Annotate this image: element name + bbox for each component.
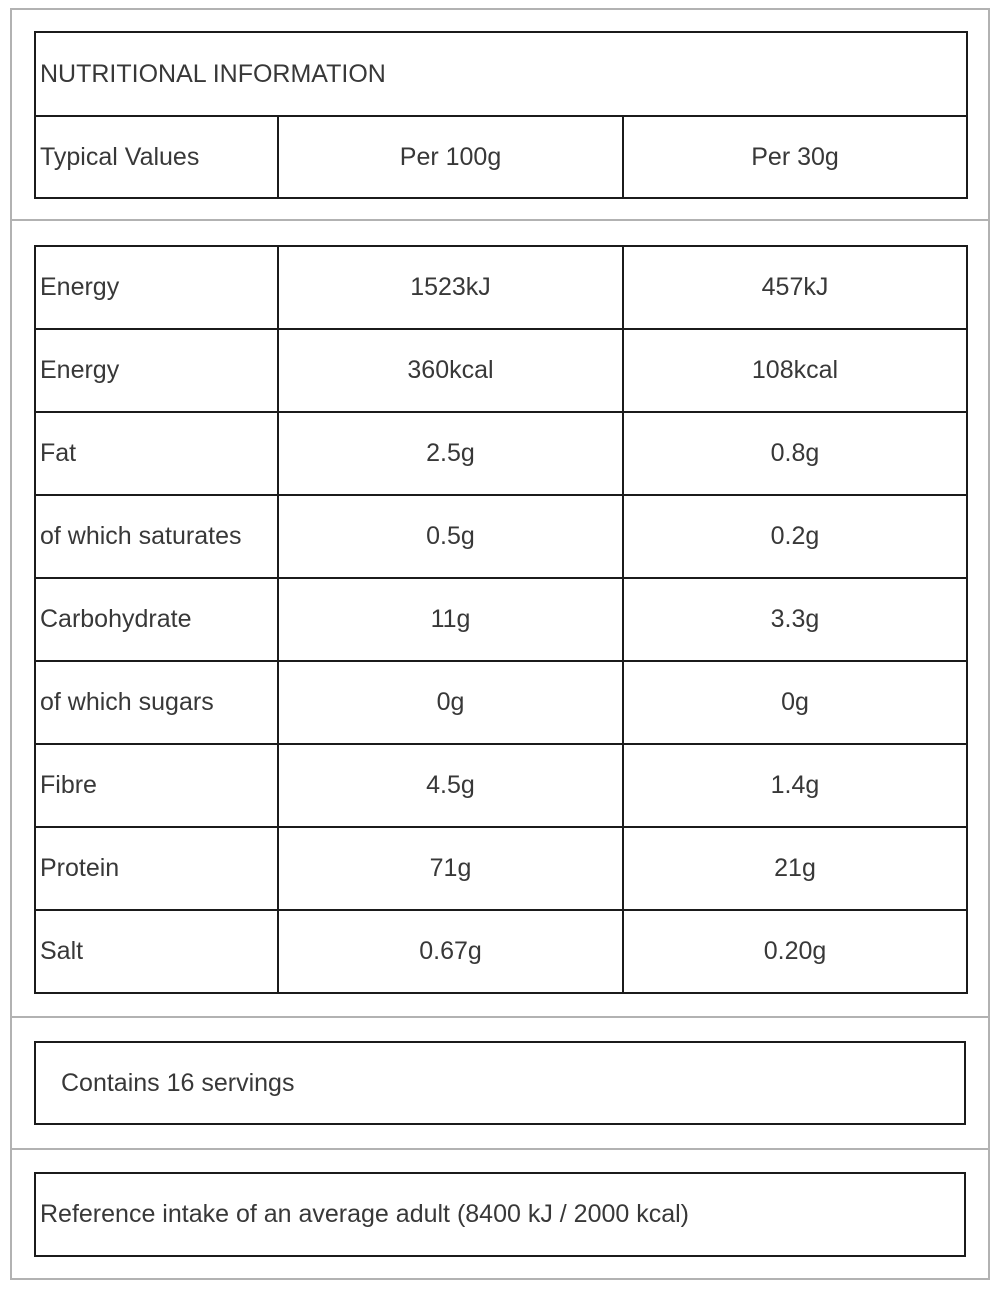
per-30g-value-cell: 0g xyxy=(622,660,968,745)
per-100g-value-cell: 4.5g xyxy=(277,743,624,828)
section-header: NUTRITIONAL INFORMATION Typical Values P… xyxy=(12,10,988,221)
table-row: Fat 2.5g 0.8g xyxy=(34,411,968,496)
per-30g-value-cell: 3.3g xyxy=(622,577,968,662)
table-row: Energy 1523kJ 457kJ xyxy=(34,245,968,330)
nutrient-label-cell: Salt xyxy=(34,909,279,994)
per-30g-value-cell: 108kcal xyxy=(622,328,968,413)
per-100g-value-cell: 11g xyxy=(277,577,624,662)
per-100g-value-cell: 1523kJ xyxy=(277,245,624,330)
nutrition-label-frame: NUTRITIONAL INFORMATION Typical Values P… xyxy=(10,8,990,1280)
per-30g-value-cell: 1.4g xyxy=(622,743,968,828)
nutrient-label-cell: Fibre xyxy=(34,743,279,828)
column-header-per-30g: Per 30g xyxy=(621,115,969,199)
per-30g-value-cell: 21g xyxy=(622,826,968,911)
nutrient-label-cell: Protein xyxy=(34,826,279,911)
section-reference: Reference intake of an average adult (84… xyxy=(12,1150,988,1278)
section-servings: Contains 16 servings xyxy=(12,1018,988,1150)
per-100g-value-cell: 360kcal xyxy=(277,328,624,413)
table-row: Fibre 4.5g 1.4g xyxy=(34,743,968,828)
per-100g-value-cell: 71g xyxy=(277,826,624,911)
servings-note-box: Contains 16 servings xyxy=(34,1041,966,1125)
nutrient-label-cell: Energy xyxy=(34,328,279,413)
table-column-header-row: Typical Values Per 100g Per 30g xyxy=(34,115,969,199)
nutrition-header-table: NUTRITIONAL INFORMATION Typical Values P… xyxy=(33,31,969,199)
column-header-typical-values: Typical Values xyxy=(34,115,279,199)
nutrient-label-cell: of which saturates xyxy=(34,494,279,579)
section-values: Energy 1523kJ 457kJ Energy 360kcal 108kc… xyxy=(12,221,988,1018)
nutrient-label-cell: Energy xyxy=(34,245,279,330)
per-30g-value-cell: 0.2g xyxy=(622,494,968,579)
table-row: of which saturates 0.5g 0.2g xyxy=(34,494,968,579)
table-row: Salt 0.67g 0.20g xyxy=(34,909,968,994)
column-header-per-100g: Per 100g xyxy=(277,115,624,199)
per-30g-value-cell: 457kJ xyxy=(622,245,968,330)
per-100g-value-cell: 2.5g xyxy=(277,411,624,496)
servings-note-text: Contains 16 servings xyxy=(61,1068,295,1097)
per-100g-value-cell: 0.5g xyxy=(277,494,624,579)
table-title-row: NUTRITIONAL INFORMATION xyxy=(33,31,969,117)
nutrition-values-table: Energy 1523kJ 457kJ Energy 360kcal 108kc… xyxy=(34,245,968,994)
per-30g-value-cell: 0.8g xyxy=(622,411,968,496)
reference-intake-text: Reference intake of an average adult (84… xyxy=(40,1200,690,1228)
table-row: Protein 71g 21g xyxy=(34,826,968,911)
nutrient-label-cell: of which sugars xyxy=(34,660,279,745)
per-100g-value-cell: 0.67g xyxy=(277,909,624,994)
page-title: NUTRITIONAL INFORMATION xyxy=(33,31,969,117)
table-row: Energy 360kcal 108kcal xyxy=(34,328,968,413)
per-100g-value-cell: 0g xyxy=(277,660,624,745)
reference-intake-box: Reference intake of an average adult (84… xyxy=(34,1172,966,1257)
nutrient-label-cell: Fat xyxy=(34,411,279,496)
nutrient-label-cell: Carbohydrate xyxy=(34,577,279,662)
per-30g-value-cell: 0.20g xyxy=(622,909,968,994)
table-row: of which sugars 0g 0g xyxy=(34,660,968,745)
table-row: Carbohydrate 11g 3.3g xyxy=(34,577,968,662)
